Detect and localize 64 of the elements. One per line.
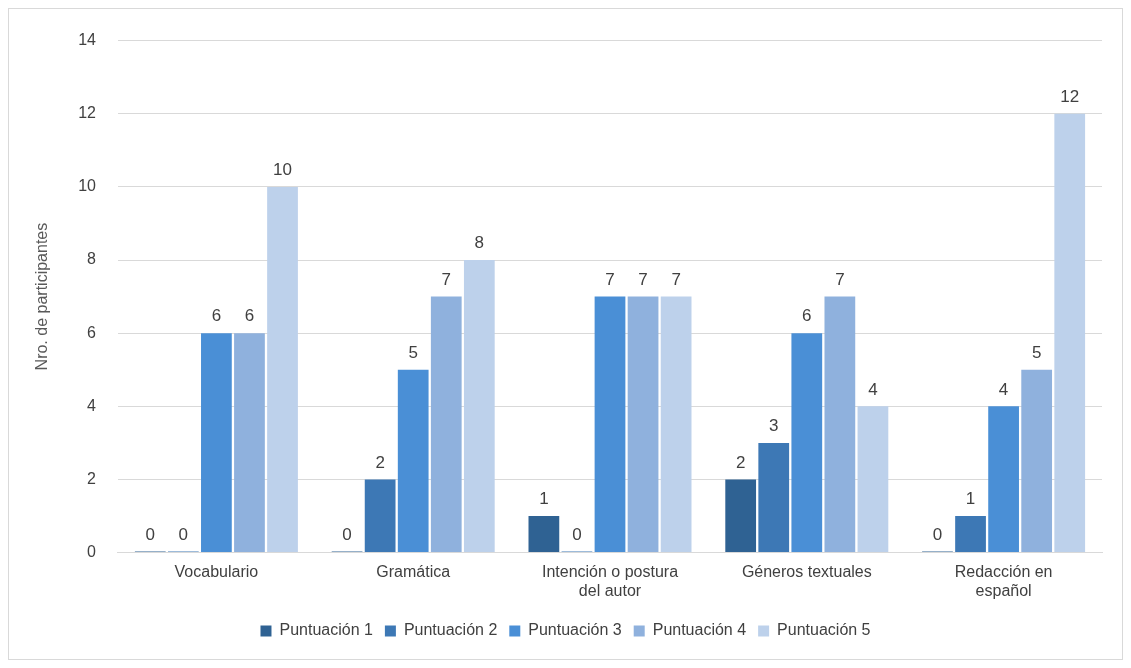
data-label: 2 xyxy=(375,452,385,472)
legend-label: Puntuación 5 xyxy=(777,621,871,639)
legend-label: Puntuación 3 xyxy=(528,621,622,639)
bar xyxy=(463,260,495,553)
bar xyxy=(201,333,232,553)
y-tick-label: 14 xyxy=(78,31,97,49)
x-tick-label: Gramática xyxy=(376,562,451,580)
data-label: 7 xyxy=(441,269,451,289)
bar xyxy=(528,516,560,553)
y-tick-label: 12 xyxy=(78,104,97,122)
data-label: 4 xyxy=(998,379,1009,399)
bar xyxy=(267,186,298,553)
y-tick-label: 4 xyxy=(87,396,97,414)
bar xyxy=(627,296,659,553)
bar xyxy=(857,406,889,553)
y-tick-label: 8 xyxy=(87,250,97,268)
bar xyxy=(725,479,757,553)
bar xyxy=(1021,369,1053,553)
x-tick-label: Intención o postura del autor xyxy=(541,562,679,599)
data-label: 3 xyxy=(769,416,779,436)
data-label: 5 xyxy=(1031,342,1042,362)
x-tick-label: Redacción en español xyxy=(954,562,1053,599)
data-label: 7 xyxy=(835,269,845,289)
data-label: 10 xyxy=(273,160,292,180)
data-label: 0 xyxy=(932,524,943,544)
bar xyxy=(824,296,856,553)
bar xyxy=(234,333,265,553)
bar xyxy=(955,516,986,553)
data-label: 6 xyxy=(244,306,255,326)
bar xyxy=(364,479,396,553)
data-label: 1 xyxy=(539,489,549,509)
legend-label: Puntuación 2 xyxy=(403,621,498,639)
bar xyxy=(660,296,692,553)
data-label: 7 xyxy=(671,269,681,289)
y-tick-label: 2 xyxy=(87,469,97,487)
data-label: 1 xyxy=(965,489,976,509)
data-label: 0 xyxy=(572,524,582,544)
x-tick-label: Géneros textuales xyxy=(741,562,872,580)
legend-label: Puntuación 1 xyxy=(279,621,373,639)
bar xyxy=(594,296,626,553)
data-label: 6 xyxy=(211,306,222,326)
data-label: 6 xyxy=(802,306,812,326)
legend-label: Puntuación 4 xyxy=(652,621,747,639)
data-label: 0 xyxy=(178,524,189,544)
bar xyxy=(430,296,462,553)
data-label: 4 xyxy=(868,379,878,399)
data-label: 5 xyxy=(408,342,418,362)
data-label: 12 xyxy=(1060,86,1080,106)
data-label: 0 xyxy=(145,524,156,544)
bar xyxy=(1054,113,1086,553)
y-tick-label: 10 xyxy=(78,177,97,195)
data-label: 0 xyxy=(342,524,352,544)
bar xyxy=(791,333,823,553)
y-tick-label: 6 xyxy=(87,323,97,341)
y-axis-title: Nro. de participantes xyxy=(33,222,51,371)
data-label: 2 xyxy=(735,452,746,472)
data-label: 7 xyxy=(605,269,615,289)
x-tick-label: Vocabulario xyxy=(174,562,259,580)
y-tick-label: 0 xyxy=(87,543,97,561)
data-label: 7 xyxy=(638,269,648,289)
data-label: 8 xyxy=(474,233,485,253)
bar xyxy=(758,442,790,553)
bar xyxy=(397,369,429,553)
bar xyxy=(988,406,1019,553)
